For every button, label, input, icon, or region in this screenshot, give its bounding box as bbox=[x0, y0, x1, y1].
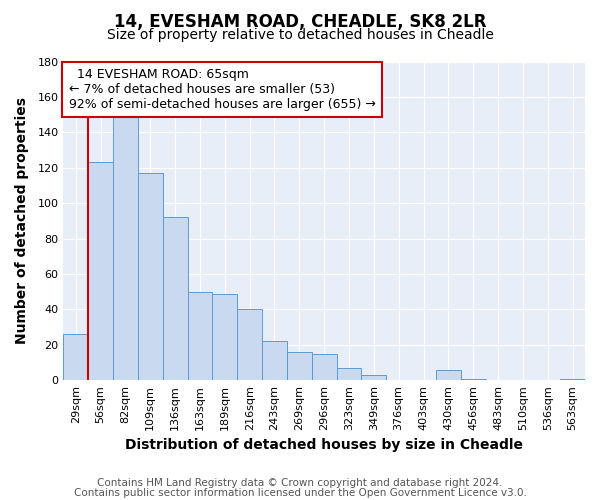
Bar bbox=[337, 368, 361, 380]
Bar bbox=[113, 114, 138, 380]
Bar bbox=[560, 378, 585, 380]
Bar bbox=[361, 375, 386, 380]
Bar bbox=[287, 352, 312, 380]
Bar bbox=[64, 334, 88, 380]
Bar bbox=[212, 294, 237, 380]
Bar bbox=[237, 310, 262, 380]
Bar bbox=[163, 218, 188, 380]
Text: 14 EVESHAM ROAD: 65sqm
← 7% of detached houses are smaller (53)
92% of semi-deta: 14 EVESHAM ROAD: 65sqm ← 7% of detached … bbox=[68, 68, 376, 111]
Text: 14, EVESHAM ROAD, CHEADLE, SK8 2LR: 14, EVESHAM ROAD, CHEADLE, SK8 2LR bbox=[114, 12, 486, 30]
Bar bbox=[461, 378, 485, 380]
Bar bbox=[138, 173, 163, 380]
Y-axis label: Number of detached properties: Number of detached properties bbox=[15, 98, 29, 344]
Bar bbox=[436, 370, 461, 380]
Bar bbox=[88, 162, 113, 380]
X-axis label: Distribution of detached houses by size in Cheadle: Distribution of detached houses by size … bbox=[125, 438, 523, 452]
Text: Contains public sector information licensed under the Open Government Licence v3: Contains public sector information licen… bbox=[74, 488, 526, 498]
Text: Size of property relative to detached houses in Cheadle: Size of property relative to detached ho… bbox=[107, 28, 493, 42]
Bar bbox=[188, 292, 212, 380]
Bar bbox=[262, 342, 287, 380]
Bar bbox=[312, 354, 337, 380]
Text: Contains HM Land Registry data © Crown copyright and database right 2024.: Contains HM Land Registry data © Crown c… bbox=[97, 478, 503, 488]
